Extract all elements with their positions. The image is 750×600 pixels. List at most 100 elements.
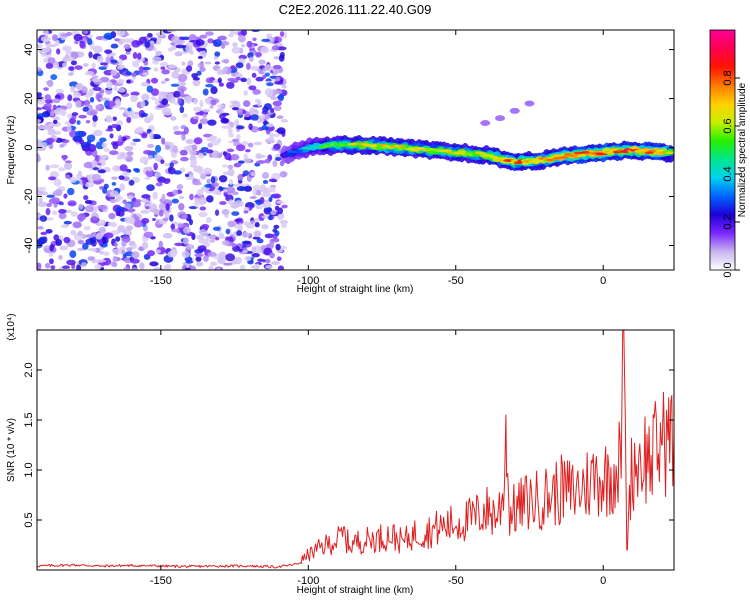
noise-speck — [127, 207, 135, 213]
colorbar-tick-label: 0.4 — [722, 166, 734, 181]
noise-speck — [273, 105, 282, 111]
noise-speck — [270, 261, 281, 265]
noise-speck — [78, 114, 87, 119]
noise-speck — [37, 141, 44, 148]
noise-speck — [242, 249, 248, 254]
noise-speck — [169, 214, 174, 222]
noise-speck — [273, 56, 280, 60]
noise-speck — [125, 51, 131, 55]
noise-speck — [210, 99, 217, 106]
noise-speck — [182, 226, 191, 234]
noise-speck — [247, 142, 254, 148]
noise-speck — [62, 45, 72, 52]
noise-speck — [97, 169, 106, 174]
noise-speck — [181, 133, 186, 141]
noise-speck — [182, 237, 189, 245]
noise-speck — [240, 77, 247, 83]
noise-speck — [73, 33, 83, 42]
noise-speck — [265, 258, 271, 264]
noise-speck — [268, 178, 277, 183]
noise-speck — [275, 243, 281, 251]
noise-speck — [188, 218, 193, 226]
noise-speck — [214, 51, 221, 57]
noise-speck — [218, 82, 224, 87]
snr-x-axis-title: Height of straight line (km) — [297, 585, 414, 596]
noise-speck — [92, 119, 97, 128]
noise-speck — [69, 176, 77, 183]
noise-speck — [124, 145, 134, 152]
ridge-cell — [577, 154, 587, 157]
noise-speck — [251, 253, 260, 258]
noise-speck — [46, 194, 55, 198]
noise-speck — [228, 178, 234, 186]
y-tick-label: -20 — [23, 189, 35, 205]
noise-speck — [174, 51, 183, 57]
noise-speck — [205, 77, 214, 84]
y-tick-label: -40 — [23, 238, 35, 254]
noise-speck — [110, 43, 119, 49]
noise-speck — [158, 209, 164, 217]
snr-x-ticks: -150 -100 -50 0 — [150, 330, 606, 587]
noise-speck — [133, 219, 144, 228]
noise-speck — [197, 55, 203, 60]
noise-speck — [83, 161, 94, 169]
noise-speck — [264, 158, 271, 164]
noise-speck — [105, 116, 114, 123]
noise-speck — [205, 31, 214, 36]
noise-speck — [70, 211, 78, 217]
noise-speck — [58, 167, 66, 172]
noise-speck — [98, 66, 108, 70]
noise-speck — [149, 113, 154, 121]
snr-series-line — [37, 330, 674, 569]
noise-speck — [140, 112, 148, 118]
noise-speck — [130, 94, 138, 103]
noise-speck — [132, 52, 138, 59]
noise-speck — [223, 262, 233, 266]
noise-speck — [74, 130, 85, 138]
noise-speck — [159, 62, 169, 67]
noise-speck — [227, 220, 236, 228]
noise-speck — [281, 84, 287, 89]
noise-speck — [37, 154, 41, 162]
noise-speck — [38, 236, 47, 245]
noise-speck — [200, 231, 210, 237]
noise-speck — [256, 154, 267, 158]
noise-speck — [160, 159, 165, 165]
noise-speck — [143, 61, 149, 66]
snr-plot-area — [37, 330, 674, 570]
x-tick-label: 0 — [600, 275, 606, 287]
noise-speck — [59, 144, 65, 148]
noise-speck — [116, 206, 126, 212]
noise-speck — [199, 206, 207, 211]
noise-speck — [172, 145, 178, 153]
noise-speck — [107, 222, 113, 226]
noise-speck — [96, 55, 104, 63]
noise-speck — [195, 47, 206, 52]
noise-speck — [245, 148, 251, 153]
noise-speck — [170, 223, 176, 230]
noise-speck — [206, 178, 211, 185]
noise-speck — [84, 99, 90, 108]
noise-speck — [230, 154, 240, 161]
noise-speck — [101, 142, 108, 149]
noise-speck — [93, 129, 103, 137]
noise-speck — [189, 150, 197, 156]
noise-speck — [167, 47, 173, 52]
noise-speck — [271, 45, 280, 51]
noise-speck — [155, 50, 162, 56]
noise-speck — [202, 108, 211, 113]
noise-speck — [254, 162, 261, 167]
noise-speck — [140, 81, 149, 87]
noise-speck — [256, 238, 264, 244]
noise-speck — [46, 202, 53, 208]
spectrogram-y-axis-title: Frequency (Hz) — [6, 116, 17, 185]
noise-speck — [155, 144, 162, 153]
noise-speck — [164, 77, 170, 82]
noise-speck — [176, 184, 184, 191]
noise-speck — [92, 86, 102, 91]
noise-speck — [173, 125, 180, 130]
spectrogram-x-ticks: -150 -100 -50 0 — [150, 30, 606, 287]
noise-speck — [230, 100, 240, 105]
noise-speck — [215, 236, 220, 241]
noise-speck — [273, 224, 280, 230]
